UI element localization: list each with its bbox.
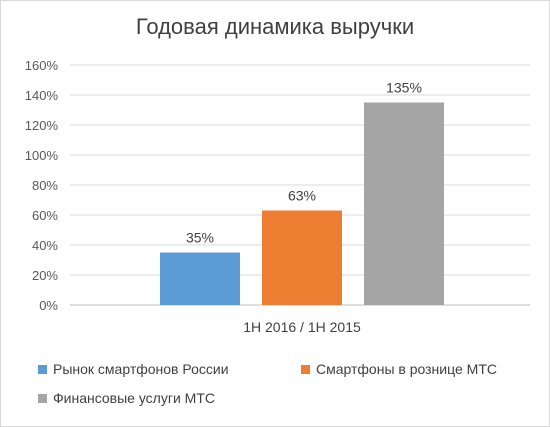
y-tick-label: 20% — [32, 268, 58, 283]
legend-swatch — [301, 364, 310, 374]
bar-1 — [160, 252, 240, 305]
y-tick-label: 60% — [32, 208, 58, 223]
data-label: 135% — [386, 80, 422, 96]
y-tick-label: 140% — [25, 88, 59, 103]
legend-label: Рынок смартфонов России — [53, 361, 229, 377]
legend-label: Финансовые услуги МТС — [53, 390, 215, 406]
y-tick-label: 120% — [25, 118, 59, 133]
y-tick-label: 80% — [32, 178, 58, 193]
legend-item: Смартфоны в рознице МТС — [301, 361, 497, 377]
x-category-label: 1H 2016 / 1H 2015 — [243, 319, 361, 335]
bar-3 — [364, 102, 444, 305]
legend-swatch — [38, 364, 47, 374]
y-tick-label: 160% — [25, 58, 59, 73]
y-tick-label: 40% — [32, 238, 58, 253]
bar-2 — [262, 210, 342, 305]
y-tick-label: 100% — [25, 148, 59, 163]
legend-item: Финансовые услуги МТС — [38, 390, 215, 406]
legend-swatch — [38, 393, 47, 403]
data-label: 35% — [186, 230, 214, 246]
legend-item: Рынок смартфонов России — [38, 361, 229, 377]
chart-title: Годовая динамика выручки — [135, 14, 415, 39]
y-tick-label: 0% — [39, 298, 58, 313]
legend-label: Смартфоны в рознице МТС — [316, 361, 497, 377]
data-label: 63% — [288, 188, 316, 204]
